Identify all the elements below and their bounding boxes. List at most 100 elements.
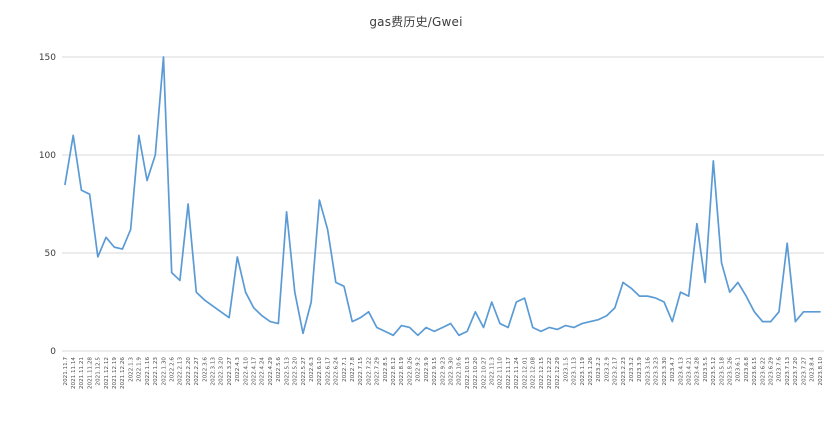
- x-tick-label: 2021.11.21: [79, 357, 85, 389]
- x-tick-label: 2021.12.26: [120, 357, 126, 389]
- x-tick-label: 2023.5.12: [711, 357, 717, 385]
- x-tick-label: 2023.6.15: [752, 357, 758, 386]
- x-tick-label: 2021.11.7: [63, 357, 69, 386]
- x-tick-label: 2022.4.24: [260, 357, 266, 386]
- x-tick-label: 2023.2.2: [596, 357, 602, 382]
- x-tick-label: 2023.1.19: [580, 357, 586, 386]
- x-tick-label: 2023.3.16: [645, 357, 651, 386]
- x-tick-label: 2022.5.6: [276, 357, 282, 382]
- x-tick-label: 2023.3.9: [637, 357, 643, 382]
- x-tick-label: 2023.1.26: [588, 357, 594, 386]
- x-tick-label: 2022.11.3: [490, 357, 496, 386]
- x-tick-label: 2022.5.27: [301, 357, 307, 386]
- x-tick-label: 2023.1.5: [563, 357, 569, 382]
- x-tick-label: 2023.7.13: [785, 357, 791, 386]
- x-tick-label: 2022.10.6: [457, 357, 463, 386]
- x-tick-label: 2023.3.30: [662, 357, 668, 386]
- y-tick-label: 150: [39, 53, 56, 63]
- x-tick-label: 2023.3.23: [654, 357, 660, 386]
- x-tick-label: 2023.5.18: [719, 357, 725, 386]
- chart-title: gas费历史/Gwei: [369, 15, 463, 29]
- x-tick-label: 2023.5.5: [703, 357, 709, 382]
- x-tick-label: 2021.11.14: [71, 357, 77, 389]
- x-tick-label: 2022.12.01: [522, 357, 528, 389]
- x-tick-label: 2022.1.23: [153, 357, 159, 386]
- x-tick-label: 2022.12.22: [547, 357, 553, 389]
- x-tick-label: 2023.5.26: [728, 357, 734, 386]
- x-tick-label: 2023.4.21: [686, 357, 692, 386]
- x-tick-label: 2023.4.13: [678, 357, 684, 386]
- x-tick-label: 2022.4.3: [235, 357, 241, 382]
- x-tick-label: 2023.7.27: [801, 357, 807, 386]
- x-tick-label: 2021.12.12: [104, 357, 110, 389]
- x-tick-label: 2022.3.13: [211, 357, 217, 386]
- x-tick-label: 2021.12.19: [112, 357, 118, 389]
- x-tick-label: 2023.4.28: [695, 357, 701, 386]
- x-tick-label: 2022.9.23: [440, 357, 446, 386]
- x-tick-label: 2023.2.23: [621, 357, 627, 386]
- x-tick-label: 2022.12.15: [539, 357, 545, 389]
- x-tick-label: 2022.2.13: [178, 357, 184, 386]
- x-tick-label: 2022.3.27: [227, 357, 233, 386]
- x-tick-label: 2022.3.20: [219, 357, 225, 386]
- x-tick-label: 2022.8.19: [399, 357, 405, 386]
- x-tick-label: 2021.12.5: [96, 357, 102, 386]
- x-tick-label: 2022.12.29: [555, 357, 561, 389]
- y-tick-label: 100: [39, 151, 56, 161]
- x-tick-label: 2023.6.1: [736, 357, 742, 382]
- x-tick-label: 2023.8.4: [810, 357, 816, 382]
- x-tick-label: 2022.4.17: [252, 357, 258, 386]
- x-tick-label: 2022.8.12: [391, 357, 397, 385]
- x-tick-label: 2022.6.17: [325, 357, 331, 386]
- x-tick-label: 2022.4.29: [268, 357, 274, 386]
- x-tick-label: 2022.7.1: [342, 357, 348, 382]
- x-tick-label: 2023.2.9: [604, 357, 610, 382]
- x-tick-label: 2023.4.7: [670, 357, 676, 382]
- x-tick-label: 2022.2.27: [194, 357, 200, 386]
- x-tick-label: 2022.2.20: [186, 357, 192, 386]
- x-tick-label: 2022.1.3: [128, 357, 134, 382]
- x-tick-label: 2022.5.20: [293, 357, 299, 386]
- x-tick-label: 2022.10.20: [473, 357, 479, 389]
- x-tick-label: 2023.8.10: [818, 357, 824, 386]
- x-tick-label: 2022.10.13: [465, 357, 471, 389]
- x-tick-label: 2022.12.08: [531, 357, 537, 389]
- x-tick-label: 2022.5.13: [284, 357, 290, 386]
- x-tick-label: 2022.7.15: [358, 357, 364, 386]
- x-tick-label: 2023.7.20: [793, 357, 799, 386]
- x-tick-label: 2022.9.15: [432, 357, 438, 386]
- x-tick-label: 2022.2.6: [169, 357, 175, 382]
- x-tick-label: 2022.9.9: [424, 357, 430, 382]
- x-tick-label: 2022.7.29: [375, 357, 381, 386]
- x-tick-label: 2022.4.10: [243, 357, 249, 386]
- x-tick-label: 2023.6.8: [744, 357, 750, 382]
- x-tick-label: 2022.9.2: [416, 357, 422, 382]
- x-tick-label: 2022.1.9: [137, 357, 143, 382]
- x-tick-label: 2022.7.8: [350, 357, 356, 382]
- gas-fee-series-line: [64, 56, 821, 337]
- x-tick-label: 2023.6.22: [760, 357, 766, 385]
- x-tick-label: 2022.6.24: [334, 357, 340, 386]
- x-tick-label: 2022.11.24: [514, 357, 520, 389]
- x-tick-label: 2022.3.6: [202, 357, 208, 382]
- x-tick-label: 2021.11.28: [87, 357, 93, 389]
- x-tick-label: 2023.7.6: [777, 357, 783, 382]
- x-tick-label: 2022.1.30: [161, 357, 167, 386]
- x-tick-label: 2023.3.2: [629, 357, 635, 382]
- x-tick-label: 2023.1.13: [572, 357, 578, 386]
- x-tick-label: 2023.2.17: [613, 357, 619, 386]
- x-tick-label: 2022.11.10: [498, 357, 504, 389]
- x-tick-label: 2022.6.10: [317, 357, 323, 386]
- x-tick-label: 2022.6.3: [309, 357, 315, 382]
- y-tick-label: 0: [50, 347, 56, 357]
- x-tick-label: 2022.9.30: [448, 357, 454, 386]
- x-tick-label: 2022.1.16: [145, 357, 151, 386]
- x-tick-label: 2022.7.22: [366, 357, 372, 385]
- x-tick-label: 2022.10.27: [481, 357, 487, 389]
- y-tick-label: 50: [45, 249, 57, 259]
- x-tick-label: 2022.8.26: [407, 357, 413, 386]
- x-tick-label: 2022.8.5: [383, 357, 389, 382]
- x-tick-label: 2023.6.29: [769, 357, 775, 386]
